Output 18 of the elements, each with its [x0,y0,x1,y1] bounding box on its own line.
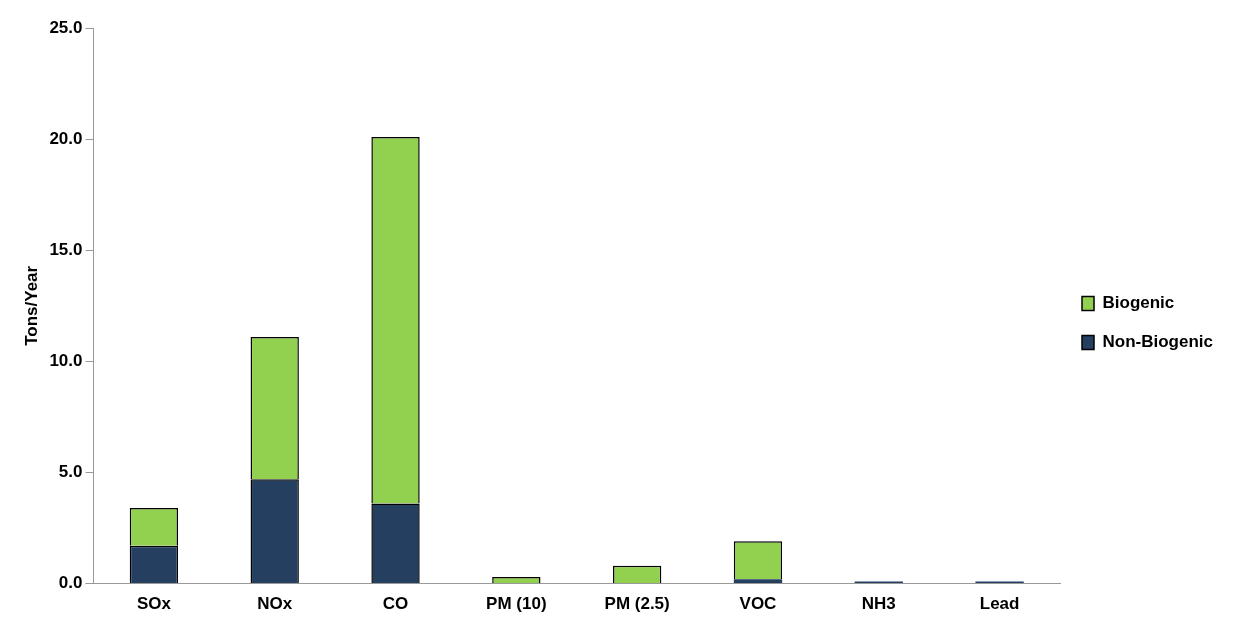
y-tick-label: 25.0 [49,17,83,37]
x-tick-label: PM (10) [486,594,547,614]
x-tick-label: NH3 [861,594,896,614]
x-tick-label: PM (2.5) [604,594,670,614]
legend-label: Biogenic [1102,293,1175,313]
x-tick-label: SOx [136,594,172,614]
legend-label: Non-Biogenic [1102,332,1214,352]
x-tick-label: CO [382,594,409,614]
y-tick-label: 15.0 [49,239,83,259]
y-tick-label: 10.0 [49,351,83,371]
x-tick-label: VOC [739,594,777,614]
y-tick-label: 5.0 [58,462,83,482]
y-tick-label: 0.0 [58,573,83,593]
x-tick-label: Lead [979,594,1020,614]
x-tick-label: NOx [257,594,293,614]
bar [733,579,783,584]
y-tick-label: 20.0 [49,128,83,148]
y-axis-title: Tons/Year [21,265,41,346]
